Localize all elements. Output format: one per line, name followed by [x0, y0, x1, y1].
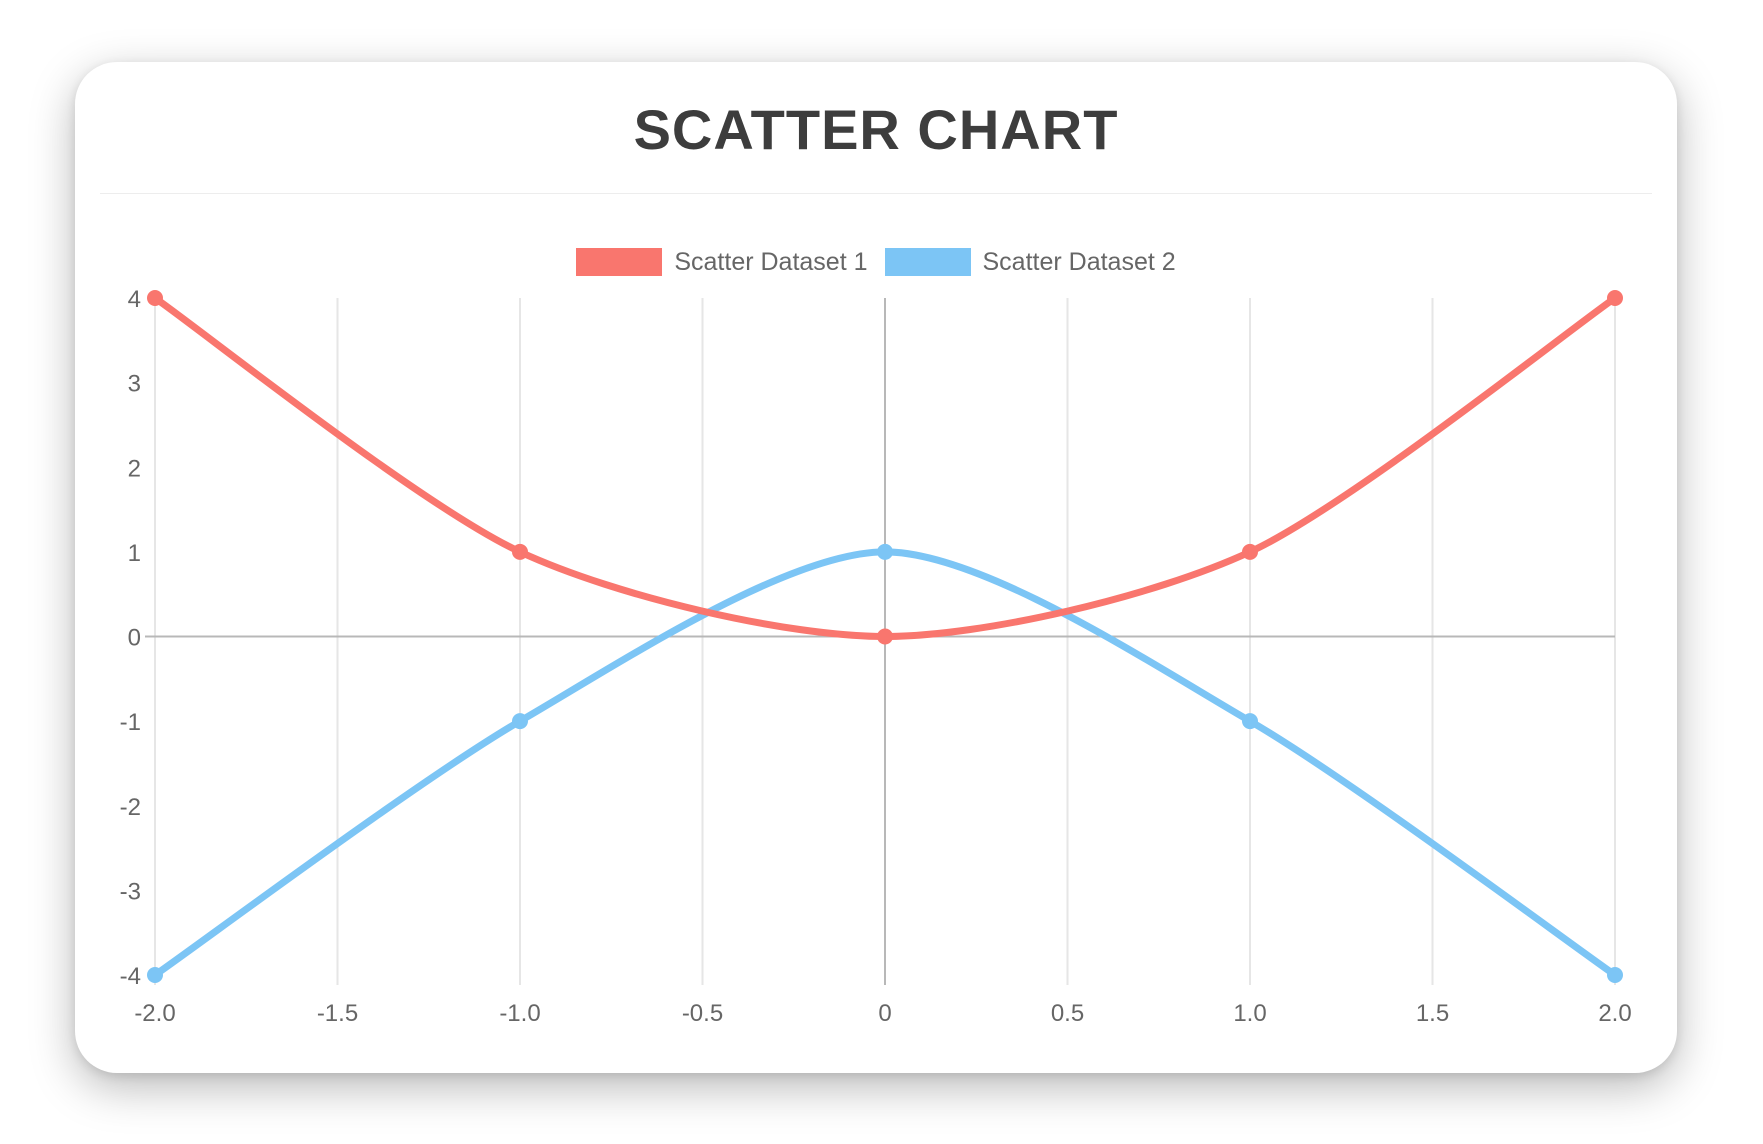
- svg-text:-0.5: -0.5: [682, 1000, 723, 1027]
- svg-text:-1: -1: [120, 709, 141, 736]
- data-point[interactable]: [1242, 543, 1258, 560]
- svg-text:1.5: 1.5: [1416, 1000, 1449, 1027]
- svg-text:-4: -4: [120, 963, 141, 990]
- data-point[interactable]: [1607, 290, 1623, 306]
- x-axis-tick-labels: -2.0 -1.5 -1.0 -0.5 0 0.5 1.0 1.5 2.0: [134, 1000, 1631, 1027]
- svg-text:1.0: 1.0: [1233, 1000, 1266, 1027]
- title-divider: [100, 193, 1652, 194]
- data-point[interactable]: [1242, 713, 1258, 730]
- legend-label-dataset-1: Scatter Dataset 1: [674, 247, 868, 276]
- svg-text:3: 3: [128, 371, 141, 398]
- svg-text:2.0: 2.0: [1598, 1000, 1631, 1027]
- legend-swatch-dataset-2-icon: [884, 248, 971, 276]
- svg-text:-1.5: -1.5: [317, 1000, 358, 1027]
- gridlines: [145, 298, 1616, 985]
- legend-swatch-dataset-1-icon: [576, 248, 663, 276]
- data-point[interactable]: [147, 290, 163, 306]
- chart-title: SCATTER CHART: [633, 98, 1119, 161]
- svg-text:-3: -3: [120, 878, 141, 905]
- svg-text:-2.0: -2.0: [134, 1000, 175, 1027]
- data-point[interactable]: [1607, 967, 1623, 983]
- svg-text:-2: -2: [120, 794, 141, 821]
- legend-label-dataset-2: Scatter Dataset 2: [982, 247, 1176, 276]
- svg-text:0.5: 0.5: [1051, 1000, 1084, 1027]
- legend-item-dataset-2[interactable]: Scatter Dataset 2: [884, 247, 1176, 277]
- data-point[interactable]: [512, 543, 528, 560]
- svg-text:0: 0: [128, 625, 141, 652]
- legend-item-dataset-1[interactable]: Scatter Dataset 1: [576, 247, 868, 277]
- series-2-points: [147, 543, 1623, 983]
- svg-text:-1.0: -1.0: [499, 1000, 540, 1027]
- svg-text:0: 0: [878, 1000, 891, 1027]
- svg-text:4: 4: [128, 286, 141, 313]
- series-1-points: [147, 290, 1623, 645]
- chart-card: SCATTER CHART Scatter Dataset 1 Scatter …: [75, 62, 1677, 1073]
- svg-text:1: 1: [128, 540, 141, 567]
- data-point[interactable]: [512, 713, 528, 730]
- data-point[interactable]: [147, 967, 163, 983]
- chart-canvas[interactable]: -2.0 -1.5 -1.0 -0.5 0 0.5 1.0 1.5 2.0 4 3 2 1 0 -1 -2 -3…: [75, 62, 1677, 1073]
- y-axis-tick-labels: 4 3 2 1 0 -1 -2 -3 -4: [120, 286, 141, 990]
- data-point[interactable]: [877, 628, 893, 645]
- svg-text:2: 2: [128, 455, 141, 482]
- chart-legend: Scatter Dataset 1 Scatter Dataset 2: [75, 246, 1677, 278]
- data-point[interactable]: [877, 543, 893, 560]
